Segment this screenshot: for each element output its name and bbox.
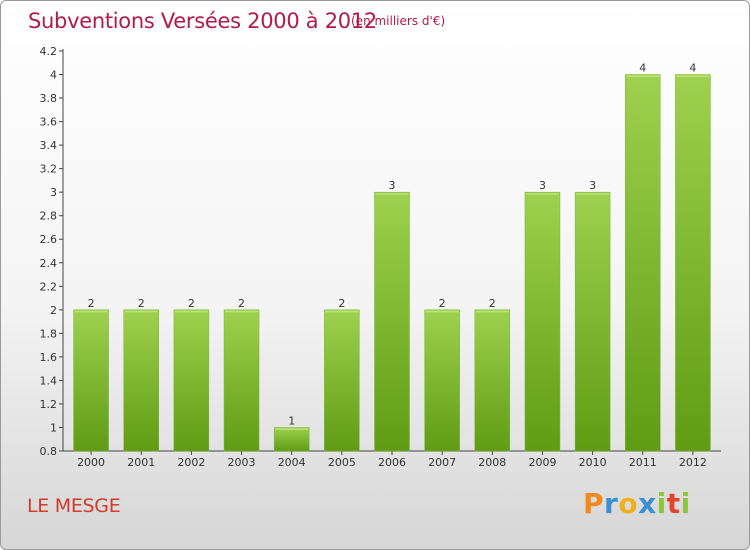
bar-highlight <box>576 193 610 195</box>
data-label: 1 <box>288 414 295 427</box>
data-label: 4 <box>639 62 646 75</box>
x-tick-label: 2003 <box>228 456 256 469</box>
bar-2003 <box>223 309 260 452</box>
bar-highlight <box>425 310 459 313</box>
bar-2008 <box>474 309 511 452</box>
y-tick-label: 4.2 <box>40 45 58 58</box>
data-label: 4 <box>689 62 696 75</box>
y-tick-label: 0.8 <box>40 445 58 458</box>
y-tick-label: 3 <box>50 186 57 199</box>
x-tick-label: 2006 <box>378 456 406 469</box>
bar-highlight <box>676 75 710 78</box>
data-label: 2 <box>88 297 95 310</box>
y-tick-label: 1.6 <box>40 351 58 364</box>
bar-highlight <box>74 310 108 313</box>
bar-2006 <box>374 191 410 452</box>
y-tick-label: 3.4 <box>40 139 58 152</box>
x-tick-label: 2008 <box>478 456 506 469</box>
commune-name: LE MESGE <box>27 495 121 517</box>
bar-2002 <box>173 309 210 452</box>
bar-highlight <box>375 193 409 195</box>
y-tick-label: 3.6 <box>40 116 58 129</box>
bar-2000 <box>73 309 109 452</box>
x-tick-label: 2009 <box>528 456 556 469</box>
x-tick-label: 2001 <box>127 456 155 469</box>
data-label: 2 <box>188 297 195 310</box>
bar-2012 <box>675 74 711 452</box>
data-label: 2 <box>489 297 496 310</box>
y-tick-label: 1.8 <box>40 327 58 340</box>
bar-2010 <box>574 191 611 452</box>
bar-2007 <box>424 309 460 452</box>
y-tick-label: 2.6 <box>40 233 58 246</box>
bar-highlight <box>325 310 359 313</box>
data-label: 3 <box>389 179 396 192</box>
data-label: 2 <box>238 297 245 310</box>
y-tick-label: 2.4 <box>40 257 58 270</box>
proxiti-logo: Proxiti <box>583 487 691 520</box>
bar-2004 <box>273 427 310 452</box>
data-label: 3 <box>589 179 596 192</box>
y-tick-label: 2.8 <box>40 210 58 223</box>
bar-2001 <box>123 309 159 452</box>
bar-highlight <box>225 310 259 313</box>
x-tick-label: 2010 <box>579 456 607 469</box>
chart-subtitle: (en milliers d'€) <box>351 14 446 28</box>
x-tick-label: 2000 <box>77 456 105 469</box>
y-tick-label: 3.2 <box>40 163 58 176</box>
bar-highlight <box>525 193 559 195</box>
bar-2009 <box>524 191 561 452</box>
data-label: 2 <box>439 297 446 310</box>
y-tick-label: 4 <box>50 69 57 82</box>
bar-2011 <box>625 74 661 452</box>
bar-highlight <box>475 310 509 313</box>
data-label: 2 <box>138 297 145 310</box>
y-tick-label: 3.8 <box>40 92 58 105</box>
bar-highlight <box>174 310 208 313</box>
data-label: 2 <box>338 297 345 310</box>
y-tick-label: 1 <box>50 421 57 434</box>
bar-highlight <box>626 75 660 78</box>
y-tick-label: 1.4 <box>40 374 58 387</box>
x-tick-label: 2002 <box>177 456 205 469</box>
y-tick-label: 2.2 <box>40 280 58 293</box>
x-tick-label: 2004 <box>278 456 306 469</box>
bar-highlight <box>275 428 309 430</box>
bar-2005 <box>324 309 360 452</box>
data-label: 3 <box>539 179 546 192</box>
x-tick-label: 2007 <box>428 456 456 469</box>
bar-highlight <box>124 310 158 313</box>
x-tick-label: 2012 <box>679 456 707 469</box>
x-tick-label: 2005 <box>328 456 356 469</box>
y-tick-label: 2 <box>50 304 57 317</box>
y-tick-label: 1.2 <box>40 398 58 411</box>
chart-title: Subventions Versées 2000 à 2012 <box>28 9 377 33</box>
x-tick-label: 2011 <box>629 456 657 469</box>
